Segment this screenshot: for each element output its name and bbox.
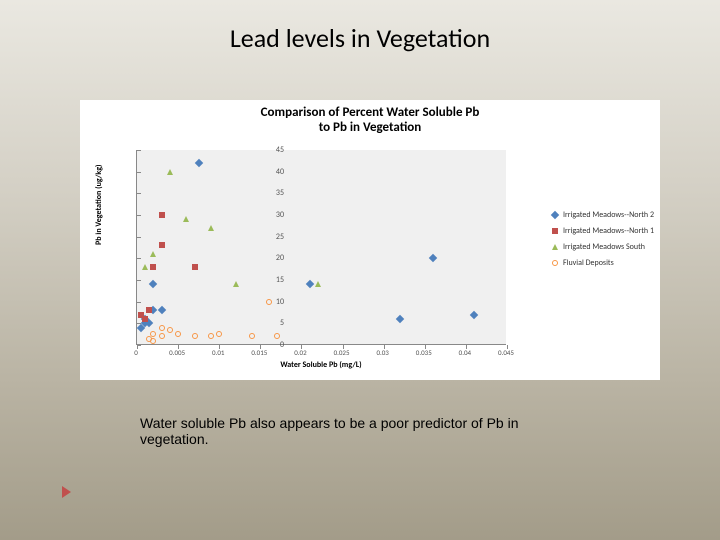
legend-marker-icon xyxy=(551,259,559,267)
y-tick-label: 20 xyxy=(264,253,284,263)
data-point xyxy=(315,281,321,287)
chart-title-line1: Comparison of Percent Water Soluble Pb xyxy=(261,105,480,120)
x-tick-label: 0.01 xyxy=(212,348,224,357)
data-point xyxy=(159,333,165,339)
y-tick xyxy=(137,302,141,303)
data-point xyxy=(167,327,173,333)
data-point xyxy=(150,331,156,337)
legend-label: Irrigated Meadows--North 2 xyxy=(563,210,654,220)
data-point xyxy=(142,264,148,270)
x-tick-label: 0.045 xyxy=(498,348,514,357)
data-point xyxy=(159,325,165,331)
chart-panel: Comparison of Percent Water Soluble Pb t… xyxy=(80,100,660,380)
data-point xyxy=(208,333,214,339)
data-point xyxy=(175,331,181,337)
legend-marker-icon xyxy=(551,211,559,219)
caption-text: Water soluble Pb also appears to be a po… xyxy=(140,415,590,447)
data-point xyxy=(142,316,148,322)
data-point xyxy=(159,212,165,218)
y-tick xyxy=(137,215,141,216)
data-point xyxy=(150,264,156,270)
y-tick xyxy=(137,280,141,281)
y-tick-label: 25 xyxy=(264,232,284,242)
legend-item: Irrigated Meadows--North 2 xyxy=(551,210,654,220)
data-point xyxy=(150,251,156,257)
data-point xyxy=(150,281,156,287)
chart-title-line2: to Pb in Vegetation xyxy=(319,120,422,135)
data-point xyxy=(159,242,165,248)
y-tick-label: 30 xyxy=(264,210,284,220)
y-tick xyxy=(137,150,141,151)
legend-label: Irrigated Meadows--North 1 xyxy=(563,226,654,236)
legend-label: Fluvial Deposits xyxy=(563,258,614,268)
y-tick xyxy=(137,258,141,259)
data-point xyxy=(471,312,477,318)
data-point xyxy=(196,160,202,166)
y-tick xyxy=(137,193,141,194)
y-tick-label: 10 xyxy=(264,297,284,307)
legend-label: Irrigated Meadows South xyxy=(563,242,645,252)
y-tick-label: 5 xyxy=(264,318,284,328)
y-tick-label: 45 xyxy=(264,145,284,155)
data-point xyxy=(274,333,280,339)
data-point xyxy=(233,281,239,287)
y-tick-label: 15 xyxy=(264,275,284,285)
accent-triangle-icon xyxy=(62,486,71,498)
legend-item: Irrigated Meadows South xyxy=(551,242,654,252)
data-point xyxy=(183,216,189,222)
data-point xyxy=(167,169,173,175)
data-point xyxy=(307,281,313,287)
x-tick-label: 0.03 xyxy=(376,348,388,357)
data-point xyxy=(430,255,436,261)
data-point xyxy=(159,307,165,313)
data-point xyxy=(249,333,255,339)
x-tick-label: 0 xyxy=(134,348,138,357)
x-tick-label: 0.02 xyxy=(294,348,306,357)
data-point xyxy=(192,333,198,339)
legend-marker-icon xyxy=(551,243,559,251)
y-tick xyxy=(137,237,141,238)
data-point xyxy=(208,225,214,231)
data-point xyxy=(192,264,198,270)
plot-area xyxy=(136,150,506,345)
y-axis-label: Pb in Vegetation (ug/kg) xyxy=(94,165,104,245)
y-tick-label: 40 xyxy=(264,167,284,177)
x-tick-label: 0.035 xyxy=(416,348,432,357)
legend-marker-icon xyxy=(551,227,559,235)
data-point xyxy=(216,331,222,337)
x-tick-label: 0.015 xyxy=(251,348,267,357)
y-tick-label: 35 xyxy=(264,188,284,198)
data-point xyxy=(397,316,403,322)
data-point xyxy=(146,307,152,313)
chart-title: Comparison of Percent Water Soluble Pb t… xyxy=(80,106,660,136)
legend: Irrigated Meadows--North 2 Irrigated Mead… xyxy=(551,210,654,274)
data-point xyxy=(150,338,156,344)
x-tick-label: 0.005 xyxy=(169,348,185,357)
x-tick-label: 0.025 xyxy=(334,348,350,357)
x-tick-label: 0.04 xyxy=(459,348,471,357)
x-axis-label: Water Soluble Pb (mg/L) xyxy=(136,360,506,370)
legend-item: Fluvial Deposits xyxy=(551,258,654,268)
y-tick xyxy=(137,172,141,173)
legend-item: Irrigated Meadows--North 1 xyxy=(551,226,654,236)
slide-title: Lead levels in Vegetation xyxy=(0,22,720,54)
